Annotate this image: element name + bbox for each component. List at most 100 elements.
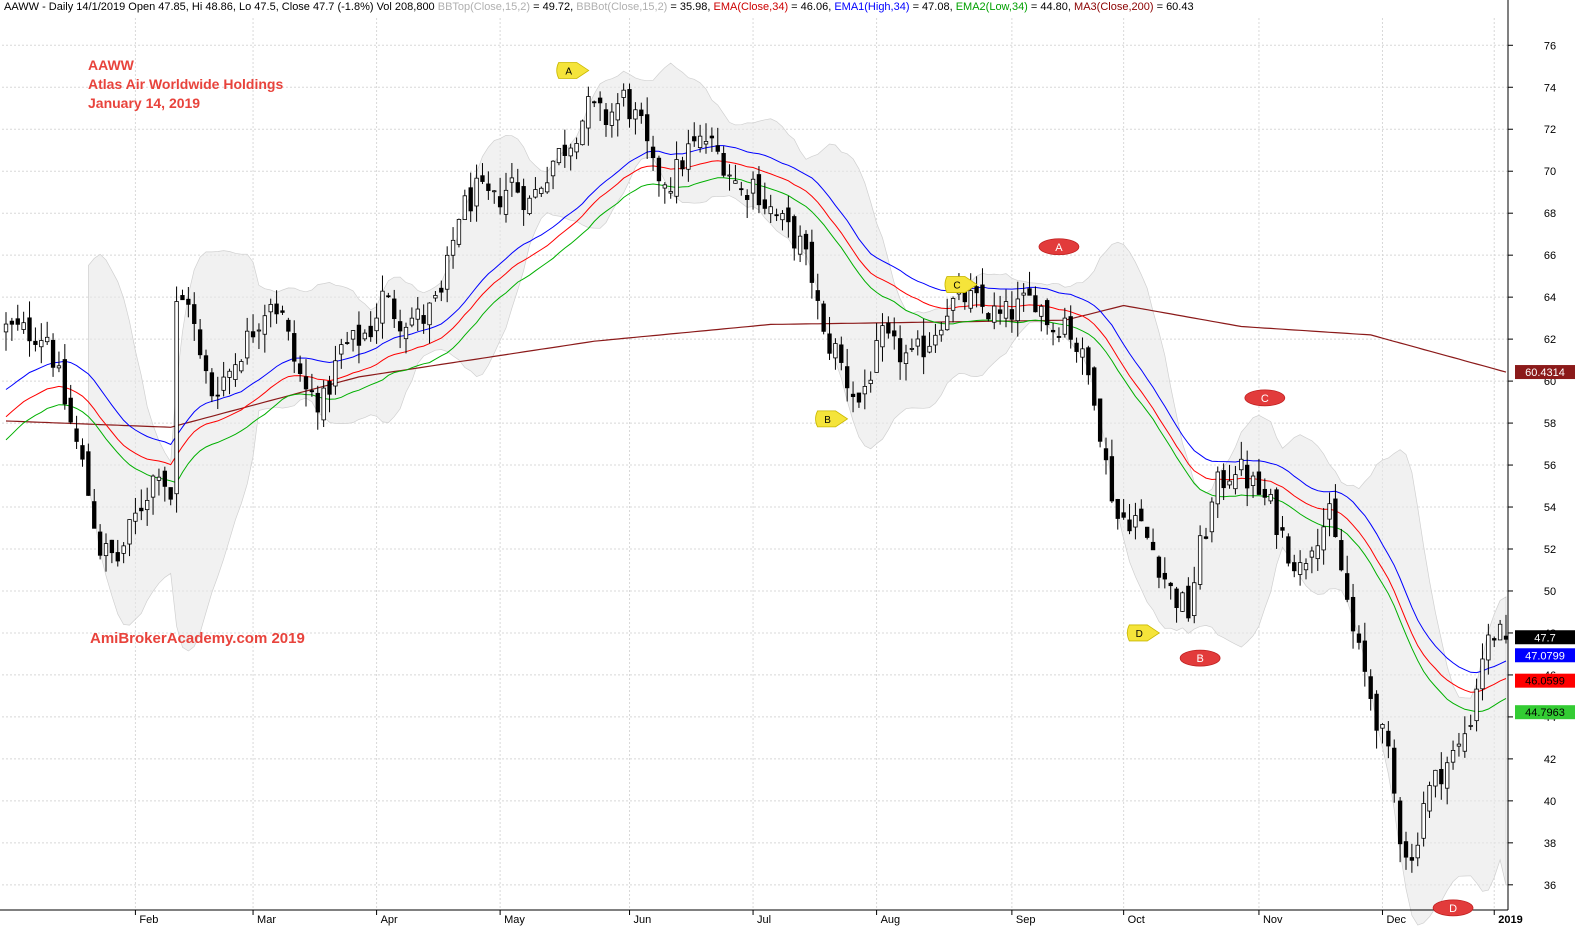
date-tick-label: 2019	[1498, 914, 1522, 926]
candle-body	[733, 180, 738, 184]
last-tag-text: 47.7	[1534, 632, 1555, 644]
candle-body	[386, 295, 391, 298]
price-tick-label: 72	[1544, 124, 1556, 136]
candle-body	[1121, 512, 1126, 518]
candle-body	[1009, 309, 1015, 320]
price-tick-label: 54	[1544, 502, 1556, 514]
wave-label-badge	[1179, 649, 1221, 667]
candle-body	[909, 347, 915, 350]
candle-body	[903, 352, 909, 365]
candle-body	[527, 197, 532, 215]
candle-body	[586, 96, 591, 129]
wave-label-yellow-c: C	[944, 276, 978, 293]
candle-body	[703, 141, 709, 145]
last-tag-text: 46.0599	[1525, 676, 1565, 688]
candle-body	[1050, 329, 1056, 333]
candle-body	[292, 333, 297, 362]
price-tick-label: 74	[1544, 82, 1556, 94]
candle-body	[674, 159, 679, 197]
candle-body	[1362, 640, 1367, 672]
ema1-value: = 47.08,	[909, 1, 956, 13]
candle-body	[915, 338, 920, 347]
candle-body	[639, 109, 644, 117]
candle-body	[1133, 515, 1138, 528]
candle-body	[1415, 844, 1420, 859]
bbbot-value: = 35.98,	[667, 1, 714, 13]
candle-body	[556, 148, 562, 164]
candle-body	[1186, 585, 1191, 619]
candle-body	[1097, 398, 1103, 442]
candle-body	[1103, 448, 1109, 461]
candle-body	[1174, 588, 1179, 609]
candle-body	[1080, 348, 1085, 358]
candle-body	[1139, 508, 1144, 522]
candle-body	[1321, 526, 1326, 551]
candle-body	[1333, 498, 1338, 538]
candle-body	[574, 143, 579, 153]
candle-body	[62, 359, 67, 405]
candle-body	[380, 290, 385, 324]
candle-body	[215, 394, 220, 397]
date-tick-label: Mar	[257, 914, 276, 926]
candle-body	[250, 331, 256, 338]
bbtop-label: BBTop(Close,15,2)	[437, 1, 531, 13]
candle-body	[1345, 573, 1350, 600]
ema2-line	[5, 177, 1507, 713]
last-value-tags: 60.4314 47.7 47.0799 46.0599 44.7963	[1515, 365, 1575, 720]
candle-body	[445, 254, 450, 290]
candle-body	[133, 512, 138, 522]
candle-body	[1268, 494, 1273, 502]
candle-body	[968, 290, 973, 309]
candle-body	[309, 390, 315, 393]
candle-body	[192, 304, 197, 324]
candle-body	[1256, 471, 1262, 495]
price-tick-label: 42	[1544, 754, 1556, 766]
candle-body	[856, 392, 862, 403]
price-tick-label: 52	[1544, 544, 1556, 556]
chart-title-block: AAWW Atlas Air Worldwide Holdings Januar…	[88, 56, 283, 113]
candle-body	[803, 233, 809, 250]
candle-body	[615, 103, 620, 121]
candle-body	[145, 499, 150, 511]
candle-body	[850, 393, 856, 398]
candle-body	[827, 333, 832, 354]
candle-body	[797, 235, 803, 255]
candle-body	[86, 451, 91, 496]
candle-body	[515, 182, 520, 193]
candle-body	[74, 428, 79, 442]
candle-body	[168, 487, 173, 500]
candle-body	[997, 309, 1003, 314]
candle-body	[1209, 501, 1215, 533]
candle-body	[339, 344, 344, 355]
candle-body	[186, 298, 191, 305]
wave-label-yellow-b: B	[815, 410, 849, 428]
close-last-tag: 47.7	[1515, 630, 1575, 645]
candle-body	[645, 114, 650, 142]
candle-body	[833, 343, 838, 359]
date-tick-label: Jul	[757, 914, 771, 926]
candle-body	[1374, 693, 1379, 731]
candle-body	[886, 322, 891, 334]
candle-body	[950, 298, 956, 311]
candle-body	[509, 177, 515, 183]
price-tick-label: 68	[1544, 208, 1556, 220]
candle-body	[1086, 347, 1091, 376]
wave-label-text: A	[565, 66, 572, 77]
candle-body	[1409, 857, 1415, 861]
candle-body	[809, 241, 815, 283]
header-symbol: AAWW	[4, 1, 40, 13]
candle-body	[162, 470, 167, 487]
candle-body	[727, 174, 732, 177]
candle-body	[450, 239, 456, 256]
candle-body	[50, 339, 56, 368]
price-tick-label: 50	[1544, 586, 1556, 598]
date-tick-label: Nov	[1263, 914, 1283, 926]
candle-body	[745, 195, 750, 200]
candle-body	[45, 336, 50, 343]
candle-body	[592, 101, 597, 104]
candle-body	[709, 135, 715, 139]
candle-body	[1062, 317, 1067, 335]
wave-label-red-b: B	[1179, 649, 1221, 667]
candle-body	[697, 135, 703, 149]
